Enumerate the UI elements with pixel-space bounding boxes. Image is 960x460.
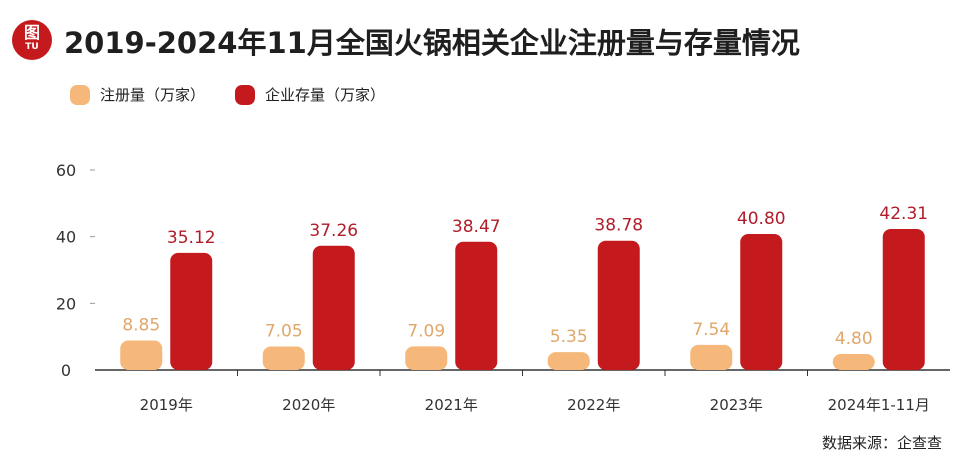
bar-stock (740, 234, 783, 370)
bar-registration (120, 340, 163, 370)
data-label-registration: 4.80 (835, 329, 873, 349)
x-tick-label: 2022年 (567, 396, 620, 414)
legend-swatch-stock (235, 84, 256, 105)
bar-registration (405, 346, 448, 370)
bar-stock (882, 228, 925, 370)
bar-stock (455, 241, 498, 370)
logo-main-text: 图 (23, 23, 40, 42)
legend-item-stock: 企业存量（万家） (235, 84, 385, 105)
legend-label-stock: 企业存量（万家） (265, 86, 386, 104)
data-label-stock: 38.47 (452, 217, 501, 237)
data-label-registration: 5.35 (550, 327, 588, 347)
x-tick-label: 2021年 (425, 396, 478, 414)
x-tick-label: 2024年1-11月 (828, 396, 930, 414)
y-tick-label: 40 (56, 228, 76, 247)
data-label-registration: 7.05 (265, 322, 303, 342)
data-label-stock: 37.26 (309, 221, 358, 241)
bar-registration (262, 346, 305, 370)
data-label-stock: 35.12 (167, 228, 216, 248)
bar-stock (597, 240, 640, 370)
data-label-registration: 8.85 (122, 316, 160, 336)
x-tick-label: 2019年 (140, 396, 193, 414)
data-label-registration: 7.09 (407, 321, 445, 341)
logo-sub-text: TU (25, 42, 39, 52)
legend-swatch-registration (70, 84, 90, 105)
legend-label-registration: 注册量（万家） (100, 86, 206, 104)
data-label-stock: 42.31 (879, 204, 928, 224)
bar-registration (690, 344, 733, 370)
bar-registration (832, 354, 875, 370)
y-tick-label: 60 (56, 161, 76, 180)
data-source: 数据来源：企查查 (821, 434, 942, 452)
data-label-stock: 40.80 (737, 209, 786, 229)
chart-legend: 注册量（万家） 企业存量（万家） (70, 84, 385, 105)
data-label-registration: 7.54 (692, 320, 730, 340)
legend-item-registration: 注册量（万家） (70, 84, 205, 105)
chart-title: 2019-2024年11月全国火锅相关企业注册量与存量情况 (64, 26, 800, 60)
x-tick-label: 2023年 (710, 396, 763, 414)
bar-registration (547, 352, 590, 370)
y-tick-label: 0 (61, 361, 71, 380)
data-label-stock: 38.78 (594, 216, 643, 236)
brand-logo: 图 TU (12, 20, 52, 60)
bar-stock (170, 252, 213, 370)
x-tick-label: 2020年 (282, 396, 335, 414)
y-tick-label: 20 (56, 294, 76, 313)
bar-stock (312, 245, 355, 370)
